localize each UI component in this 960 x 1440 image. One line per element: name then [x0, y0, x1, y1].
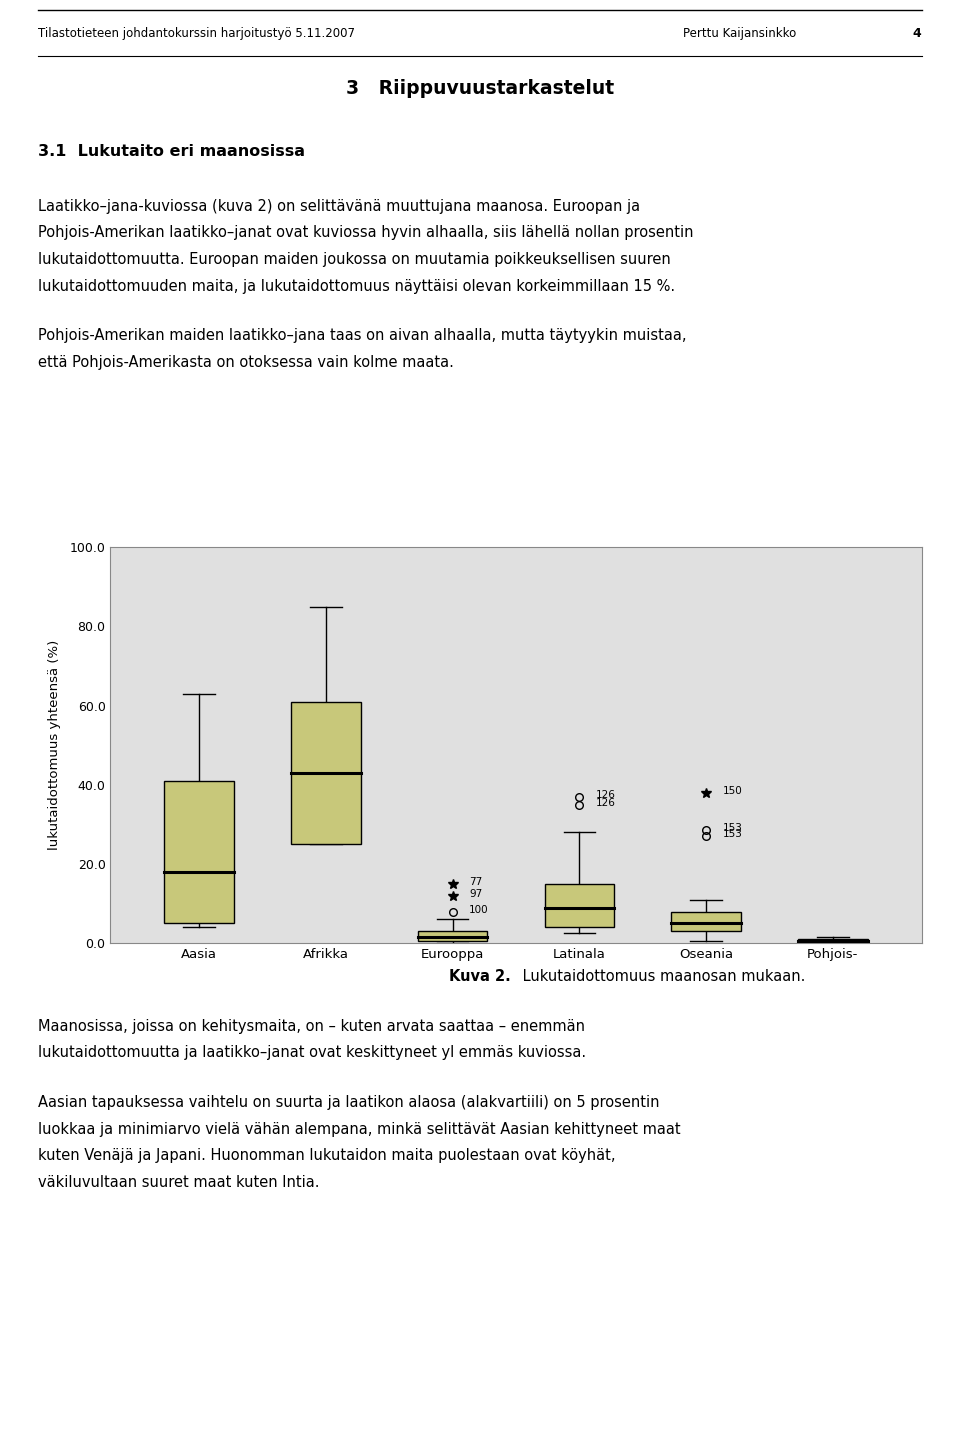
- Text: 3   Riippuvuustarkastelut: 3 Riippuvuustarkastelut: [346, 79, 614, 98]
- Text: 100: 100: [469, 904, 489, 914]
- Bar: [671, 912, 741, 932]
- Text: Tilastotieteen johdantokurssin harjoitustyö 5.11.2007: Tilastotieteen johdantokurssin harjoitus…: [38, 27, 355, 40]
- Text: väkiluvultaan suuret maat kuten Intia.: väkiluvultaan suuret maat kuten Intia.: [38, 1175, 320, 1189]
- Text: 126: 126: [596, 789, 615, 799]
- Text: 77: 77: [469, 877, 482, 887]
- Text: 153: 153: [723, 829, 742, 840]
- Text: Laatikko–jana-kuviossa (kuva 2) on selittävänä muuttujana maanosa. Euroopan ja: Laatikko–jana-kuviossa (kuva 2) on selit…: [38, 199, 640, 213]
- Text: 150: 150: [723, 786, 742, 796]
- Text: 97: 97: [469, 888, 482, 899]
- Text: Pohjois-Amerikan maiden laatikko–jana taas on aivan alhaalla, mutta täytyykin mu: Pohjois-Amerikan maiden laatikko–jana ta…: [38, 328, 687, 343]
- Text: 3.1  Lukutaito eri maanosissa: 3.1 Lukutaito eri maanosissa: [38, 144, 305, 158]
- Bar: [418, 932, 488, 942]
- Bar: [291, 701, 361, 844]
- Text: 153: 153: [723, 824, 742, 834]
- Text: Pohjois-Amerikan laatikko–janat ovat kuviossa hyvin alhaalla, siis lähellä nolla: Pohjois-Amerikan laatikko–janat ovat kuv…: [38, 226, 694, 240]
- Bar: [798, 939, 868, 943]
- Text: luokkaa ja minimiarvo vielä vähän alempana, minkä selittävät Aasian kehittyneet : luokkaa ja minimiarvo vielä vähän alempa…: [38, 1122, 681, 1136]
- Text: Maanosissa, joissa on kehitysmaita, on – kuten arvata saattaa – enemmän: Maanosissa, joissa on kehitysmaita, on –…: [38, 1020, 586, 1034]
- Text: lukutaidottomuuden maita, ja lukutaidottomuus näyttäisi olevan korkeimmillaan 15: lukutaidottomuuden maita, ja lukutaidott…: [38, 279, 676, 294]
- Text: 126: 126: [596, 798, 615, 808]
- Text: Lukutaidottomuus maanosan mukaan.: Lukutaidottomuus maanosan mukaan.: [518, 969, 805, 984]
- Y-axis label: lukutaidottomuus yhteensä (%): lukutaidottomuus yhteensä (%): [48, 639, 61, 851]
- Text: lukutaidottomuutta ja laatikko–janat ovat keskittyneet yl emmäs kuviossa.: lukutaidottomuutta ja laatikko–janat ova…: [38, 1045, 587, 1060]
- Bar: [544, 884, 614, 927]
- Text: 4: 4: [913, 27, 922, 40]
- Text: että Pohjois-Amerikasta on otoksessa vain kolme maata.: että Pohjois-Amerikasta on otoksessa vai…: [38, 354, 454, 370]
- Bar: [164, 780, 234, 923]
- Text: Aasian tapauksessa vaihtelu on suurta ja laatikon alaosa (alakvartiili) on 5 pro: Aasian tapauksessa vaihtelu on suurta ja…: [38, 1096, 660, 1110]
- Text: lukutaidottomuutta. Euroopan maiden joukossa on muutamia poikkeuksellisen suuren: lukutaidottomuutta. Euroopan maiden jouk…: [38, 252, 671, 266]
- Text: Kuva 2.: Kuva 2.: [449, 969, 511, 984]
- Text: Perttu Kaijansinkko: Perttu Kaijansinkko: [684, 27, 797, 40]
- Text: kuten Venäjä ja Japani. Huonomman lukutaidon maita puolestaan ovat köyhät,: kuten Venäjä ja Japani. Huonomman lukuta…: [38, 1149, 616, 1164]
